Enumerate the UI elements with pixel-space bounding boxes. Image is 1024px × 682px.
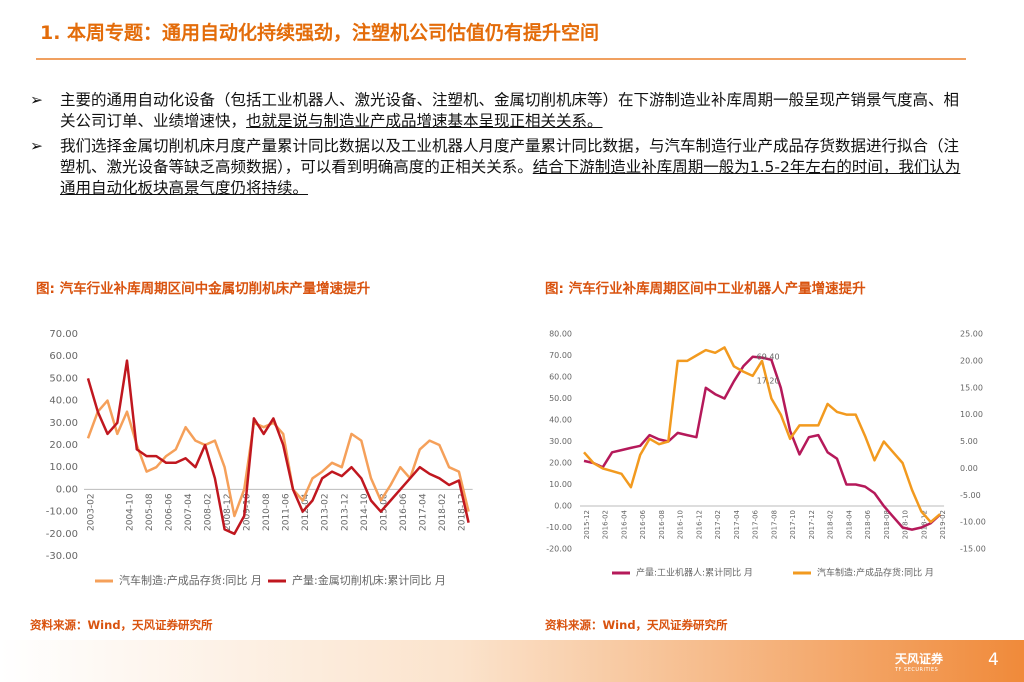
source: 资料来源：Wind，天风证券研究所: [545, 618, 728, 632]
y-tick-label: -10.00: [46, 507, 78, 518]
x-tick-label: 2011-06: [282, 493, 292, 531]
x-tick-label: 2018-12: [457, 493, 467, 531]
source: 资料来源：Wind，天风证券研究所: [30, 618, 213, 632]
x-tick-label: 2018-02: [827, 510, 835, 539]
x-tick-label: 2016-12: [695, 510, 703, 539]
x-tick-label: 2016-06: [399, 493, 409, 531]
y-tick-label: 10.00: [49, 462, 78, 473]
x-tick-label: 2014-10: [360, 493, 370, 531]
y-tick-label: 0.00: [56, 484, 78, 495]
bullet: ➢ 我们选择金属切削机床月度产量累计同比数据以及工业机器人月度产量累计同比数据，与…: [30, 137, 961, 197]
page-number: 4: [988, 650, 999, 670]
x-tick-label: 2012-04: [301, 493, 311, 531]
y-tick-label: 70.00: [549, 351, 572, 360]
x-tick-label: 2018-08: [883, 510, 891, 539]
y-tick-label: 40.00: [549, 416, 572, 425]
y-tick-label: 30.00: [49, 418, 78, 429]
legend-label: 汽车制造:产成品存货:同比 月: [119, 573, 262, 587]
series-line: [86, 359, 470, 536]
x-tick-label: 2017-08: [770, 510, 778, 539]
bullet-text: 主要的通用自动化设备（包括工业机器人、激光设备、注塑机、金属切削机床等）在下游制…: [60, 91, 960, 130]
y2-tick-label: -5.00: [960, 491, 981, 500]
x-tick-label: 2007-04: [184, 493, 194, 531]
y-tick-label: -20.00: [546, 545, 572, 554]
x-tick-label: 2017-10: [789, 510, 797, 539]
y-tick-label: -30.00: [46, 551, 78, 562]
y-tick-label: 30.00: [549, 437, 572, 446]
x-tick-label: 2005-08: [145, 493, 155, 531]
y-tick-label: 50.00: [549, 394, 572, 403]
bullet: ➢ 主要的通用自动化设备（包括工业机器人、激光设备、注塑机、金属切削机床等）在下游…: [30, 91, 960, 130]
y-tick-label: 20.00: [49, 440, 78, 451]
x-tick-label: 2016-06: [639, 509, 647, 539]
x-tick-label: 2015-12: [583, 510, 591, 539]
x-tick-label: 2017-06: [752, 509, 760, 539]
y-tick-label: 70.00: [49, 329, 78, 340]
y2-tick-label: 15.00: [960, 383, 983, 392]
bullet-underlined: 结合下游制造业补库周期一般为1.5-2年左右的时间，我们认为通用自动化板块高景气…: [60, 158, 961, 197]
y-tick-label: 60.00: [49, 351, 78, 362]
x-tick-label: 2018-06: [864, 509, 872, 539]
y-tick-label: 40.00: [49, 396, 78, 407]
footer-band: [0, 640, 1024, 682]
x-tick-label: 2013-02: [321, 493, 331, 531]
x-tick-label: 2016-08: [658, 510, 666, 539]
x-tick-label: 2016-02: [602, 510, 610, 539]
y-tick-label: 60.00: [549, 373, 572, 382]
y-tick-label: 20.00: [549, 459, 572, 468]
x-tick-label: 2008-02: [204, 493, 214, 531]
y2-tick-label: 5.00: [960, 437, 978, 446]
x-tick-label: 2004-10: [126, 493, 136, 531]
x-tick-label: 2018-12: [920, 510, 928, 539]
x-tick-label: 2009-10: [243, 493, 253, 531]
x-tick-label: 2003-02: [87, 493, 97, 531]
y-tick-label: -20.00: [46, 529, 78, 540]
legend-label: 产量:工业机器人:累计同比 月: [636, 567, 753, 579]
bullet-underlined: 也就是说与制造业产成品增速基本呈现正相关关系。: [246, 112, 603, 130]
y-tick-label: 10.00: [549, 480, 572, 489]
slide-title: 1. 本周专题：通用自动化持续强劲，注塑机公司估值仍有提升空间: [40, 22, 600, 44]
legend-label: 汽车制造:产成品存货:同比 月: [817, 567, 934, 579]
annotation: 69.40: [757, 352, 780, 361]
logo: 天风证券 TF SECURITIES: [895, 650, 943, 673]
legend-label: 产量:金属切削机床:累计同比 月: [292, 573, 446, 587]
x-tick-label: 2019-02: [939, 510, 947, 539]
x-tick-label: 2013-12: [340, 493, 350, 531]
y2-tick-label: 10.00: [960, 410, 983, 419]
y-tick-label: 80.00: [549, 330, 572, 339]
x-tick-label: 2006-06: [165, 493, 175, 531]
series-line: [583, 355, 941, 531]
chart-title: 图: 汽车行业补库周期区间中金属切削机床产量增速提升: [36, 281, 371, 297]
y-tick-label: 50.00: [49, 373, 78, 384]
y2-tick-label: 20.00: [960, 356, 983, 365]
x-tick-label: 2017-04: [733, 509, 741, 539]
y2-tick-label: -15.00: [960, 545, 986, 554]
x-tick-label: 2016-04: [620, 509, 628, 539]
x-tick-label: 2017-12: [808, 510, 816, 539]
y2-tick-label: 0.00: [960, 464, 978, 473]
brand-en: TF SECURITIES: [895, 667, 939, 673]
x-tick-label: 2016-10: [677, 510, 685, 539]
x-tick-label: 2008-12: [223, 493, 233, 531]
bullets: ➢ 主要的通用自动化设备（包括工业机器人、激光设备、注塑机、金属切削机床等）在下游…: [30, 90, 970, 203]
chart-title: 图: 汽车行业补库周期区间中工业机器人产量增速提升: [545, 281, 866, 297]
x-tick-label: 2018-04: [845, 509, 853, 539]
y-tick-label: 0.00: [554, 502, 572, 511]
x-tick-label: 2018-02: [438, 493, 448, 531]
y2-tick-label: 25.00: [960, 330, 983, 339]
brand: 天风证券: [895, 652, 944, 666]
title-rule: [36, 58, 966, 60]
x-tick-label: 2017-04: [418, 493, 428, 531]
series-line: [583, 346, 941, 524]
y2-tick-label: -10.00: [960, 518, 986, 527]
bullet-text: 我们选择金属切削机床月度产量累计同比数据以及工业机器人月度产量累计同比数据，与汽…: [60, 137, 960, 176]
y-tick-label: -10.00: [546, 523, 572, 532]
x-tick-label: 2015-08: [379, 493, 389, 531]
x-tick-label: 2017-02: [714, 510, 722, 539]
x-tick-label: 2018-10: [902, 510, 910, 539]
charts: -30.00 -20.00 -10.00 0.00 10.00 20.00 30.00 40.…: [46, 329, 986, 587]
annotation: 17.20: [757, 376, 780, 385]
x-tick-label: 2010-08: [262, 493, 272, 531]
